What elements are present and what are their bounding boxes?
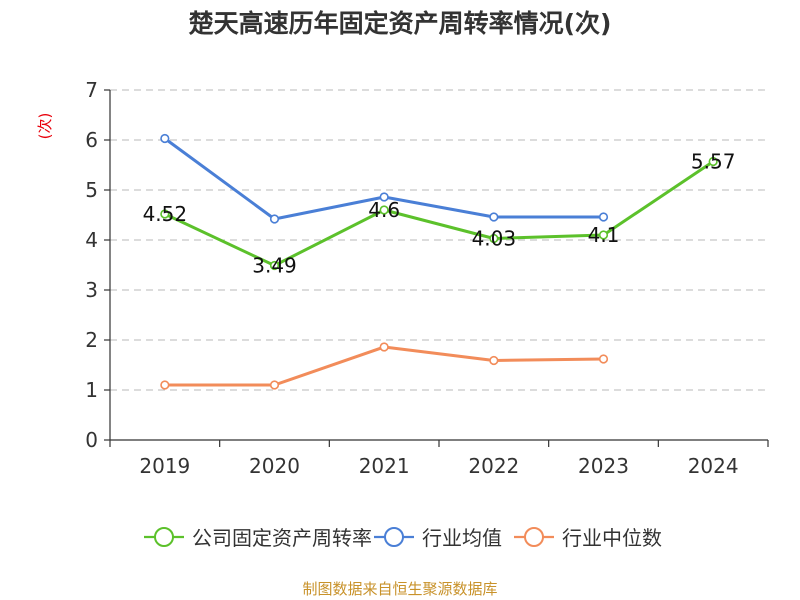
data-point <box>269 260 280 271</box>
data-label: 3.49 <box>252 254 297 278</box>
x-tick-label: 2021 <box>359 454 410 478</box>
x-tick-label: 2019 <box>139 454 190 478</box>
data-point <box>598 212 609 222</box>
legend-marker <box>384 527 404 547</box>
y-tick-label: 6 <box>85 128 98 152</box>
x-tick-label: 2024 <box>688 454 739 478</box>
legend-item-1: 公司固定资产周转率 <box>144 526 372 550</box>
series-3 <box>160 342 609 390</box>
y-tick-label: 7 <box>85 78 98 102</box>
data-label: 5.57 <box>691 150 736 174</box>
data-point <box>598 354 609 364</box>
series-line <box>164 160 715 267</box>
y-tick-label: 4 <box>85 228 98 252</box>
series-2 <box>160 133 609 224</box>
x-tick-label: 2020 <box>249 454 300 478</box>
data-point <box>160 380 170 390</box>
legend-label: 公司固定资产周转率 <box>192 526 372 550</box>
y-tick-label: 3 <box>85 278 98 302</box>
legend-marker <box>524 527 544 547</box>
data-point <box>269 380 280 390</box>
series-line <box>164 345 604 387</box>
data-point <box>160 133 170 144</box>
y-tick-label: 1 <box>85 378 98 402</box>
data-point <box>489 355 499 366</box>
source-note: 制图数据来自恒生聚源数据库 <box>302 580 497 598</box>
data-point <box>269 214 280 224</box>
data-point <box>160 209 170 219</box>
legend-label: 行业均值 <box>422 526 502 550</box>
x-tick-label: 2023 <box>578 454 629 478</box>
y-tick-label: 5 <box>85 178 98 202</box>
data-point <box>598 230 609 240</box>
legend-item-3: 行业中位数 <box>514 526 662 550</box>
data-label: 4.03 <box>472 227 517 251</box>
data-labels: 4.52 3.49 4.6 4.03 4.1 5.57 <box>143 150 736 278</box>
data-point <box>489 233 499 244</box>
grid <box>110 89 768 391</box>
legend-item-2: 行业均值 <box>374 526 502 550</box>
data-point <box>379 192 389 202</box>
chart-title: 楚天高速历年固定资产周转率情况(次) <box>189 9 612 38</box>
data-point <box>708 156 718 167</box>
legend-marker <box>154 527 174 547</box>
x-tick-label: 2022 <box>468 454 519 478</box>
axes: 0 1 2 3 4 5 6 7 2019 2020 2021 2022 2023 2024 <box>85 78 769 478</box>
y-axis-label: (次) <box>36 113 54 140</box>
legend-label: 行业中位数 <box>562 526 662 550</box>
data-label: 4.52 <box>143 202 188 226</box>
series-1 <box>160 156 718 271</box>
data-point <box>379 205 389 215</box>
data-label: 4.6 <box>368 198 400 222</box>
series-layer <box>160 133 718 390</box>
y-tick-label: 2 <box>85 328 98 352</box>
data-label: 4.1 <box>588 223 620 247</box>
y-tick-label: 0 <box>85 428 98 452</box>
legend: 公司固定资产周转率 行业均值 行业中位数 <box>144 526 662 550</box>
data-point <box>379 342 389 352</box>
data-point <box>489 212 499 222</box>
